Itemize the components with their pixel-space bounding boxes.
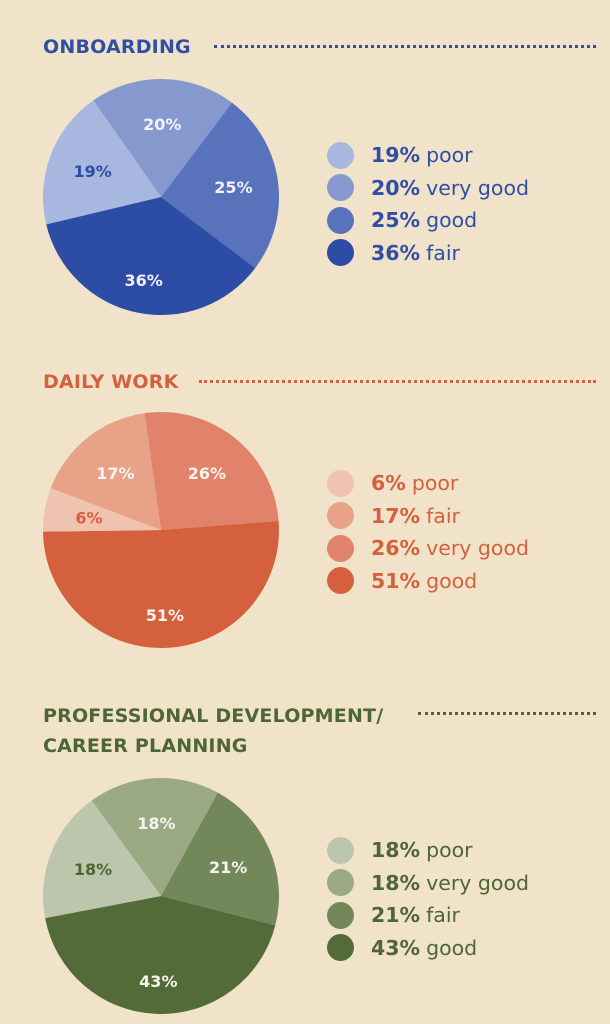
legend-item: 6% poor [327, 467, 529, 500]
section-title: ONBOARDING [43, 36, 191, 58]
legend-swatch [327, 174, 354, 202]
pie-slice-fair [161, 792, 279, 926]
legend-item: 19% poor [327, 139, 529, 172]
pie-slice-fair [46, 197, 256, 315]
pie-slice-label: 26% [188, 464, 226, 483]
legend-label: fair [426, 903, 460, 928]
pie-chart: 26% 51% 6% 17% [43, 412, 279, 649]
title-divider [418, 712, 596, 715]
pie-slice-good [161, 102, 279, 269]
pie-slice-poor [43, 100, 161, 225]
legend-item: 25% good [327, 204, 529, 237]
pie-slice-label: 6% [75, 508, 102, 527]
section-onboarding: ONBOARDING 20% 25% 36% 19% 19% poor 20% very g… [0, 0, 610, 340]
pie-slice-poor [43, 800, 161, 919]
legend-label: poor [426, 838, 473, 863]
legend-pct: 18% [371, 838, 421, 863]
legend-swatch [327, 869, 354, 897]
pie-chart: 20% 25% 36% 19% [43, 79, 279, 315]
legend-label: very good [426, 175, 530, 200]
pie-slice-fair [50, 413, 162, 530]
pie-slice-good [45, 896, 276, 1014]
pie-chart: 18% 21% 43% 18% [43, 778, 279, 1014]
pie-slice-poor [43, 488, 161, 532]
legend-pct: 26% [371, 536, 421, 561]
pie-slice-label: 20% [143, 115, 181, 134]
legend-swatch [327, 934, 354, 962]
pie-slice-very-good [91, 778, 218, 896]
legend-item: 26% very good [327, 532, 529, 565]
section-title: DAILY WORK [43, 371, 179, 393]
legend-swatch [327, 206, 354, 234]
legend-item: 43% good [327, 932, 529, 965]
pie-slice-label: 36% [124, 271, 162, 290]
legend-swatch [327, 141, 354, 169]
pie-slice-label: 19% [73, 162, 111, 181]
legend-label: very good [426, 870, 530, 895]
legend-item: 21% fair [327, 899, 529, 932]
legend-item: 36% fair [327, 237, 529, 270]
title-divider [199, 380, 596, 383]
legend-swatch [327, 469, 354, 497]
pie-slice-label: 51% [146, 606, 184, 625]
title-divider [214, 45, 596, 48]
pie-slice-label: 17% [96, 464, 134, 483]
pie-slice-very-good [93, 79, 233, 197]
legend-label: fair [426, 503, 460, 528]
legend-pct: 21% [371, 903, 421, 928]
legend-swatch [327, 567, 354, 595]
legend-label: fair [426, 240, 460, 265]
legend-swatch [327, 534, 354, 562]
legend-item: 18% poor [327, 834, 529, 867]
section-title: PROFESSIONAL DEVELOPMENT/ CAREER PLANNIN… [43, 701, 383, 761]
legend-label: poor [426, 143, 473, 168]
legend-label: good [426, 935, 478, 960]
pie-slice-label: 18% [74, 860, 112, 879]
legend-pct: 17% [371, 503, 421, 528]
pie-slice-label: 25% [214, 178, 252, 197]
legend-label: good [426, 208, 478, 233]
legend-pct: 25% [371, 208, 421, 233]
legend-pct: 18% [371, 870, 421, 895]
pie-slice-label: 18% [137, 814, 175, 833]
pie-slice-very-good [144, 412, 279, 530]
legend: 19% poor 20% very good 25% good 36% fair [327, 139, 529, 269]
section-daily-work: DAILY WORK 26% 51% 6% 17% 6% poor 17% fair 26% v… [43, 371, 596, 649]
section-title-line: CAREER PLANNING [43, 735, 248, 757]
pie-slice-label: 43% [139, 972, 177, 991]
section-title-line: PROFESSIONAL DEVELOPMENT/ [43, 705, 384, 727]
legend: 18% poor 18% very good 21% fair 43% good [327, 834, 529, 964]
legend-pct: 36% [371, 240, 421, 265]
legend-swatch [327, 836, 354, 864]
pie-slice-good [43, 520, 279, 649]
legend-label: very good [426, 536, 530, 561]
legend-pct: 43% [371, 935, 421, 960]
legend-pct: 6% [371, 471, 406, 496]
legend-item: 51% good [327, 565, 529, 598]
legend-item: 20% very good [327, 172, 529, 205]
legend-swatch [327, 239, 354, 267]
legend-label: poor [411, 471, 459, 496]
legend-pct: 19% [371, 143, 421, 168]
legend-pct: 51% [371, 568, 421, 593]
legend: 6% poor 17% fair 26% very good 51% good [327, 467, 529, 597]
legend-swatch [327, 502, 354, 530]
legend-label: good [426, 568, 478, 593]
legend-pct: 20% [371, 175, 421, 200]
legend-item: 17% fair [327, 500, 529, 533]
legend-item: 18% very good [327, 867, 529, 900]
pie-slice-label: 21% [209, 858, 247, 877]
legend-swatch [327, 901, 354, 929]
